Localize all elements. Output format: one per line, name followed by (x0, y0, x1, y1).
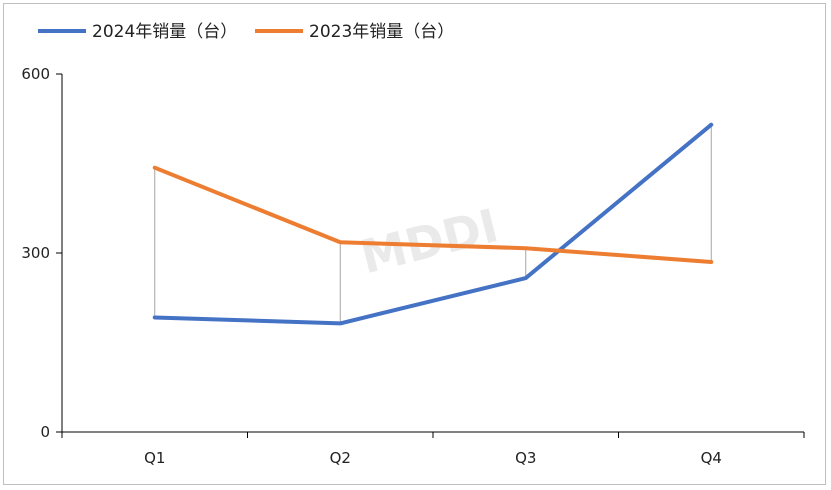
data-point (153, 166, 157, 170)
data-point (709, 123, 713, 127)
series-line-2023 (152, 165, 714, 264)
legend-label-2024: 2024年销量（台） (92, 22, 237, 42)
legend-label-2023: 2023年销量（台） (309, 22, 454, 42)
data-point (524, 276, 528, 280)
x-tick-label: Q1 (144, 449, 165, 467)
y-tick-label: 600 (21, 65, 50, 83)
data-point (338, 240, 342, 244)
data-point (524, 246, 528, 250)
series-lines (152, 122, 714, 326)
x-tick-label: Q2 (330, 449, 351, 467)
axes (56, 73, 805, 438)
drop-lines (154, 124, 712, 324)
series-line-2024 (152, 122, 714, 326)
data-point (153, 315, 157, 319)
y-tick-label: 300 (21, 244, 50, 262)
x-tick-label: Q4 (701, 449, 722, 467)
x-tick-label: Q3 (515, 449, 536, 467)
data-point (338, 321, 342, 325)
data-point (709, 260, 713, 264)
legend: 2024年销量（台） 2023年销量（台） (38, 22, 454, 42)
tick-labels: 0 300 600 Q1 Q2 Q3 Q4 (21, 65, 722, 467)
y-tick-label: 0 (40, 423, 50, 441)
watermark: MDDI (355, 198, 503, 284)
